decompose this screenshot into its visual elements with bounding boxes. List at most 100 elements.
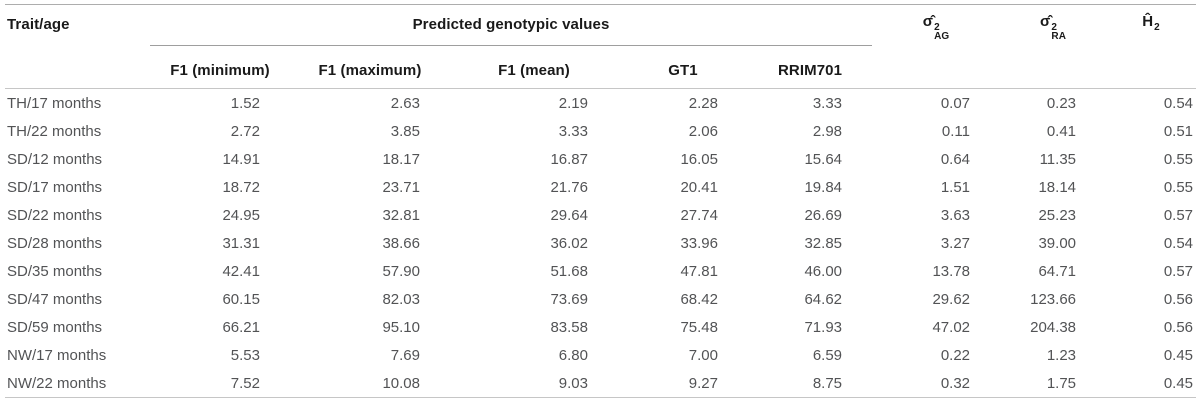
table-header: Trait/age Predicted genotypic values σ̂ 2… — [5, 4, 1197, 89]
sigma-ag-supsub: 2 AG — [934, 22, 950, 42]
col-header-rrim701: RRIM701 — [777, 62, 843, 79]
row-label: NW/22 months — [7, 374, 107, 392]
value-cell: 0.23 — [1046, 94, 1077, 112]
row-label: SD/12 months — [7, 150, 103, 168]
value-cell: 47.81 — [680, 262, 718, 280]
heritability-base: Ĥ — [1142, 13, 1154, 30]
sigma-ra-header: σ̂ 2 RA — [1000, 5, 1106, 89]
value-cell: 68.42 — [680, 290, 718, 308]
value-cell: 0.11 — [941, 122, 971, 140]
value-cell: 42.41 — [222, 262, 260, 280]
table-row: SD/35 months 42.41 57.90 51.68 47.81 46.… — [5, 257, 1196, 285]
col-header-f1-maximum: F1 (maximum) — [318, 62, 422, 79]
col-header-gt1: GT1 — [668, 62, 698, 79]
value-cell: 71.93 — [804, 318, 843, 336]
genotypic-values-table: Trait/age Predicted genotypic values σ̂ 2… — [5, 4, 1197, 398]
row-label: TH/17 months — [7, 94, 102, 112]
value-cell: 0.56 — [1163, 318, 1194, 336]
row-label: SD/47 months — [7, 290, 103, 308]
value-cell: 0.22 — [940, 346, 971, 364]
sigma-ag-sup: 2 — [934, 22, 940, 33]
heritability-supsub: 2 — [1154, 23, 1160, 41]
value-cell: 18.72 — [222, 178, 260, 196]
value-cell: 0.51 — [1163, 122, 1194, 140]
value-cell: 27.74 — [680, 206, 718, 224]
col-header-f1-minimum: F1 (minimum) — [170, 62, 270, 79]
value-cell: 20.41 — [680, 178, 718, 196]
value-cell: 7.00 — [688, 346, 718, 364]
value-cell: 66.21 — [222, 318, 260, 336]
table-row: NW/22 months 7.52 10.08 9.03 9.27 8.75 0… — [5, 369, 1196, 398]
value-cell: 9.27 — [688, 374, 718, 392]
value-cell: 6.80 — [558, 346, 588, 364]
value-cell: 0.07 — [940, 94, 971, 112]
value-cell: 75.48 — [680, 318, 718, 336]
value-cell: 8.75 — [812, 374, 843, 392]
value-cell: 0.55 — [1163, 150, 1194, 168]
value-cell: 64.62 — [804, 290, 843, 308]
value-cell: 0.54 — [1163, 234, 1194, 252]
row-label: SD/22 months — [7, 206, 103, 224]
value-cell: 11.35 — [1039, 150, 1077, 168]
value-cell: 24.95 — [222, 206, 260, 224]
value-cell: 2.19 — [558, 94, 588, 112]
value-cell: 3.33 — [812, 94, 843, 112]
value-cell: 32.81 — [382, 206, 420, 224]
value-cell: 64.71 — [1038, 262, 1077, 280]
value-cell: 19.84 — [804, 178, 843, 196]
value-cell: 0.45 — [1163, 346, 1194, 364]
row-label: SD/28 months — [7, 234, 103, 252]
value-cell: 3.63 — [940, 206, 971, 224]
sigma-ag-sub: AG — [934, 31, 950, 42]
value-cell: 2.98 — [812, 122, 843, 140]
value-cell: 26.69 — [804, 206, 843, 224]
table-row: SD/28 months 31.31 38.66 36.02 33.96 32.… — [5, 229, 1196, 257]
value-cell: 0.45 — [1163, 374, 1194, 392]
row-label: SD/17 months — [7, 178, 103, 196]
value-cell: 1.51 — [940, 178, 971, 196]
row-label: TH/22 months — [7, 122, 102, 140]
value-cell: 2.28 — [688, 94, 718, 112]
sigma-ag-header: σ̂ 2 AG — [872, 5, 1000, 89]
value-cell: 73.69 — [550, 290, 588, 308]
value-cell: 16.05 — [680, 150, 718, 168]
value-cell: 23.71 — [382, 178, 420, 196]
table-row: SD/47 months 60.15 82.03 73.69 68.42 64.… — [5, 285, 1196, 313]
value-cell: 31.31 — [222, 234, 260, 252]
value-cell: 5.53 — [230, 346, 260, 364]
value-cell: 7.69 — [390, 346, 420, 364]
table-row: SD/17 months 18.72 23.71 21.76 20.41 19.… — [5, 173, 1196, 201]
header-row-top: Trait/age Predicted genotypic values σ̂ 2… — [5, 4, 1196, 46]
value-cell: 6.59 — [812, 346, 843, 364]
group-header-predicted-genotypic-values: Predicted genotypic values — [150, 4, 873, 46]
value-cell: 13.78 — [932, 262, 971, 280]
col-header-f1-mean: F1 (mean) — [498, 62, 570, 79]
value-cell: 51.68 — [550, 262, 588, 280]
value-cell: 2.63 — [390, 94, 420, 112]
header-row-sub: F1 (minimum) F1 (maximum) F1 (mean) GT1 … — [5, 46, 1196, 89]
heritability-sup: 2 — [1154, 22, 1160, 33]
row-label: NW/17 months — [7, 346, 107, 364]
value-cell: 60.15 — [222, 290, 260, 308]
value-cell: 29.64 — [550, 206, 588, 224]
value-cell: 29.62 — [932, 290, 971, 308]
value-cell: 1.75 — [1046, 374, 1077, 392]
value-cell: 2.72 — [230, 122, 260, 140]
table-row: TH/22 months 2.72 3.85 3.33 2.06 2.98 0.… — [5, 117, 1196, 145]
value-cell: 0.41 — [1046, 122, 1077, 140]
value-cell: 0.56 — [1163, 290, 1194, 308]
sigma-ra-sup: 2 — [1051, 22, 1058, 33]
value-cell: 9.03 — [558, 374, 588, 392]
row-label: SD/35 months — [7, 262, 103, 280]
value-cell: 10.08 — [382, 374, 420, 392]
value-cell: 0.57 — [1163, 262, 1194, 280]
value-cell: 0.55 — [1163, 178, 1194, 196]
sigma-ag-base: σ̂ — [922, 13, 934, 30]
table-row: TH/17 months 1.52 2.63 2.19 2.28 3.33 0.… — [5, 89, 1196, 118]
trait-age-header: Trait/age — [7, 16, 70, 33]
value-cell: 46.00 — [804, 262, 843, 280]
value-cell: 38.66 — [382, 234, 420, 252]
value-cell: 204.38 — [1030, 318, 1077, 336]
value-cell: 39.00 — [1038, 234, 1077, 252]
value-cell: 21.76 — [550, 178, 588, 196]
